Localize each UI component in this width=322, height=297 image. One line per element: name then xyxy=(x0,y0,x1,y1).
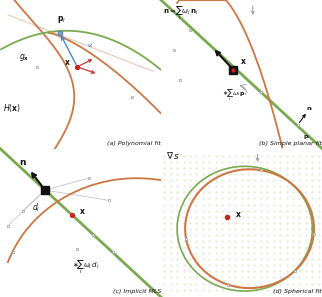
Text: (c) Implicit MLS: (c) Implicit MLS xyxy=(113,289,161,294)
Text: $H\left(\mathbf{x}\right)$: $H\left(\mathbf{x}\right)$ xyxy=(3,102,21,114)
Text: (a) Polynomial fit: (a) Polynomial fit xyxy=(107,140,161,146)
Text: $v_i$: $v_i$ xyxy=(87,42,94,50)
Text: $\mathbf{x}$: $\mathbf{x}$ xyxy=(240,57,247,66)
Text: (d) Spherical fit: (d) Spherical fit xyxy=(273,289,322,294)
Text: $\mathbf{n}$: $\mathbf{n}$ xyxy=(19,158,26,167)
Text: $\ast\!\sum_i \omega_i\,d_i$: $\ast\!\sum_i \omega_i\,d_i$ xyxy=(72,258,100,276)
Text: $\mathbf{n}{=}\!\sum_i \omega_i\,\mathbf{n}_i$: $\mathbf{n}{=}\!\sum_i \omega_i\,\mathbf… xyxy=(163,4,198,22)
Text: $\mathbf{n}_i$: $\mathbf{n}_i$ xyxy=(306,105,314,113)
Text: $\mathbf{p}_i$: $\mathbf{p}_i$ xyxy=(57,14,66,25)
Text: $g_{\mathbf{x}}$: $g_{\mathbf{x}}$ xyxy=(19,52,30,63)
Text: $\mathbf{p}_i$: $\mathbf{p}_i$ xyxy=(303,133,310,141)
Text: $\ast\!\sum_i \omega_i\,\mathbf{p}_i$: $\ast\!\sum_i \omega_i\,\mathbf{p}_i$ xyxy=(222,87,248,103)
Text: $\mathbf{x}$: $\mathbf{x}$ xyxy=(79,207,86,216)
Text: $\mathbf{x}$: $\mathbf{x}$ xyxy=(235,210,242,219)
Text: $d_i$: $d_i$ xyxy=(32,202,41,214)
Text: $\nabla\, s$: $\nabla\, s$ xyxy=(166,150,180,161)
Text: (b) Simple planar fit: (b) Simple planar fit xyxy=(259,140,322,146)
Text: $\mathbf{x}$: $\mathbf{x}$ xyxy=(64,58,71,67)
